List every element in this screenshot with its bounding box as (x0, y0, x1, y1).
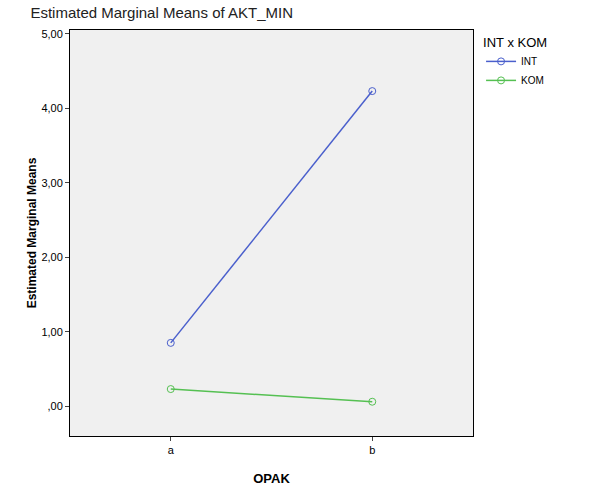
svg-text:3,00: 3,00 (41, 177, 62, 189)
svg-text:Estimated Marginal Means: Estimated Marginal Means (25, 157, 39, 308)
svg-text:2,00: 2,00 (41, 251, 62, 263)
svg-text:b: b (369, 444, 375, 456)
svg-text:KOM: KOM (521, 75, 544, 86)
svg-text:INT: INT (521, 56, 537, 67)
svg-text:INT x KOM: INT x KOM (483, 35, 547, 50)
svg-text:a: a (168, 444, 175, 456)
svg-text:1,00: 1,00 (41, 326, 62, 338)
svg-text:Estimated Marginal Means of AK: Estimated Marginal Means of AKT_MIN (30, 4, 293, 21)
svg-text:5,00: 5,00 (41, 28, 62, 40)
svg-text:OPAK: OPAK (253, 471, 290, 486)
svg-text:4,00: 4,00 (41, 102, 62, 114)
svg-text:,00: ,00 (48, 400, 63, 412)
